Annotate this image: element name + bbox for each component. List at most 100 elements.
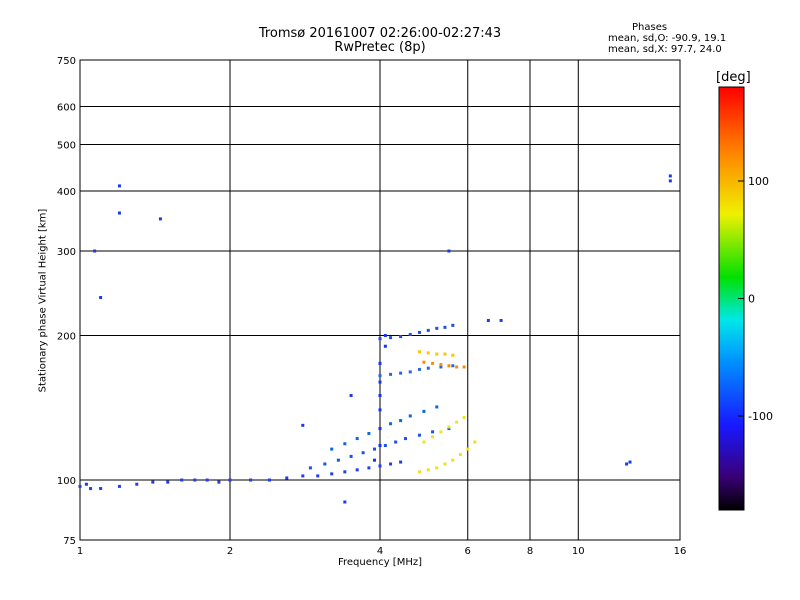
data-point (417, 367, 421, 371)
data-point (330, 447, 334, 451)
data-point (158, 217, 162, 221)
data-point (431, 430, 435, 434)
data-point (462, 415, 466, 419)
data-point (435, 466, 439, 470)
data-point (323, 462, 327, 466)
data-point (378, 374, 382, 378)
y-tick-label: 75 (63, 536, 76, 547)
data-point (349, 454, 353, 458)
data-point (486, 318, 490, 322)
data-point (625, 462, 629, 466)
data-points (78, 174, 672, 504)
data-point (361, 451, 365, 455)
data-point (205, 478, 209, 482)
data-point (301, 474, 305, 478)
data-point (99, 487, 103, 491)
data-point (399, 371, 403, 375)
x-tick-label: 1 (77, 546, 83, 557)
data-point (399, 419, 403, 423)
data-point (378, 444, 382, 448)
data-point (389, 372, 393, 376)
data-point (628, 460, 632, 464)
data-point (378, 337, 382, 341)
data-point (336, 458, 340, 462)
data-point (151, 480, 155, 484)
y-tick-label: 100 (57, 476, 76, 487)
phases-x-stats: mean, sd,X: 97.7, 24.0 (608, 44, 722, 55)
data-point (267, 478, 271, 482)
data-point (443, 352, 447, 356)
data-point (389, 422, 393, 426)
data-point (217, 480, 221, 484)
chart-subtitle: RwPretec (8p) (334, 40, 426, 55)
data-point (78, 484, 82, 488)
data-point (394, 440, 398, 444)
x-tick-label: 6 (465, 546, 471, 557)
data-point (443, 325, 447, 329)
y-tick-label: 600 (57, 103, 76, 114)
data-point (193, 478, 197, 482)
data-point (455, 365, 459, 369)
data-point (166, 480, 170, 484)
data-point (180, 478, 184, 482)
data-point (367, 432, 371, 436)
data-point (408, 370, 412, 374)
phases-o-stats: mean, sd,O: -90.9, 19.1 (608, 33, 727, 44)
data-point (447, 364, 451, 368)
data-point (458, 453, 462, 457)
data-point (117, 184, 121, 188)
data-point (426, 328, 430, 332)
data-point (439, 365, 443, 369)
data-point (422, 409, 426, 413)
x-tick-label: 4 (377, 546, 383, 557)
data-point (426, 351, 430, 355)
data-point (451, 323, 455, 327)
data-point (462, 365, 466, 369)
colorbar-tick-label: 100 (748, 175, 769, 188)
y-tick-label: 300 (57, 247, 76, 258)
data-point (89, 487, 93, 491)
colorbar-tick-label: -100 (748, 410, 773, 423)
data-point (343, 500, 347, 504)
data-point (355, 437, 359, 441)
data-point (435, 405, 439, 409)
data-point (668, 174, 672, 178)
data-point (378, 464, 382, 468)
data-point (378, 427, 382, 431)
chart-title: Tromsø 20161007 02:26:00-02:27:43 (258, 26, 502, 41)
data-point (301, 423, 305, 427)
data-point (403, 437, 407, 441)
data-point (451, 364, 455, 368)
data-point (408, 332, 412, 336)
data-point (378, 361, 382, 365)
data-point (431, 435, 435, 439)
data-point (408, 414, 412, 418)
data-point (373, 447, 377, 451)
data-point (228, 478, 232, 482)
data-point (135, 482, 139, 486)
y-axis-label: Stationary phase Virtual Height [km] (37, 208, 49, 393)
data-point (431, 361, 435, 365)
y-tick-label: 400 (57, 187, 76, 198)
y-axis-ticks: 75 100 200 300 400 500 600 750 (57, 56, 76, 547)
data-point (451, 353, 455, 357)
data-point (383, 444, 387, 448)
colorbar-tick-label: 0 (748, 293, 755, 306)
data-point (383, 344, 387, 348)
data-point (435, 352, 439, 356)
data-point (383, 334, 387, 338)
x-tick-label: 8 (527, 546, 533, 557)
data-point (426, 366, 430, 370)
data-point (499, 318, 503, 322)
data-point (422, 360, 426, 364)
data-point (249, 478, 253, 482)
data-point (417, 433, 421, 437)
data-point (447, 427, 451, 431)
data-point (316, 474, 320, 478)
data-point (439, 363, 443, 367)
data-point (93, 249, 97, 253)
data-point (378, 408, 382, 412)
grid-lines (80, 60, 680, 540)
data-point (399, 335, 403, 339)
